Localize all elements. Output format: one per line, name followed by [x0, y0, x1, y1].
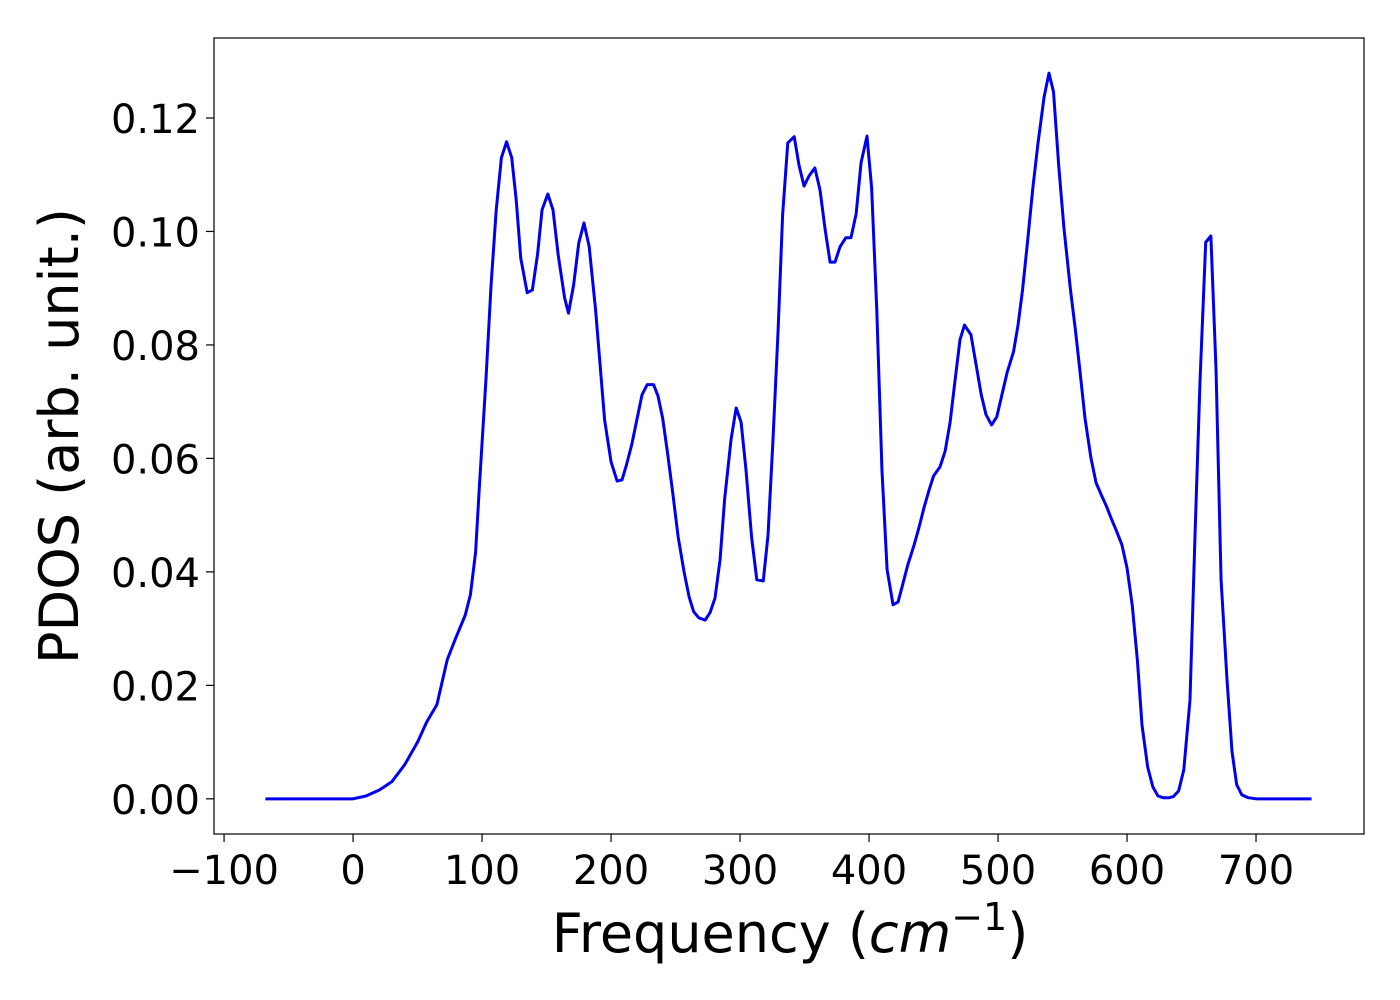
x-tick-label: 200 [573, 848, 649, 894]
plot-frame [213, 37, 1365, 835]
y-tick-label: 0.00 [111, 778, 200, 824]
data-line [265, 71, 1312, 801]
x-tick-label: 700 [1218, 848, 1294, 894]
x-axis-label: Frequency (cm−1) [552, 895, 1029, 965]
y-tick-label: 0.04 [111, 551, 200, 597]
y-tick-label: 0.08 [111, 324, 200, 370]
y-axis-label: PDOS (arb. unit.) [28, 208, 91, 664]
x-tick-label: 300 [702, 848, 778, 894]
x-tick-label: 500 [960, 848, 1036, 894]
x-tick-label: 600 [1089, 848, 1165, 894]
x-tick-label: 100 [444, 848, 520, 894]
y-tick-label: 0.06 [111, 437, 200, 483]
x-tick-label: −100 [169, 848, 279, 894]
x-tick-label: 0 [340, 848, 365, 894]
y-tick-label: 0.12 [111, 97, 200, 143]
y-tick-label: 0.10 [111, 210, 200, 256]
y-tick-label: 0.02 [111, 664, 200, 710]
x-tick-label: 400 [831, 848, 907, 894]
